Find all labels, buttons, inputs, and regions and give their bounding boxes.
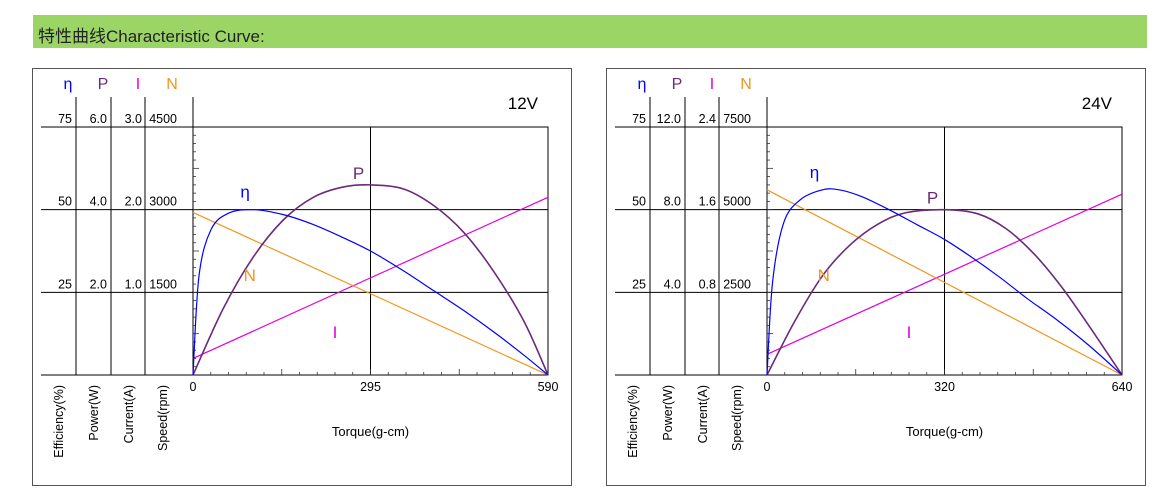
- tick-label: 2500: [723, 277, 751, 291]
- axis-symbol-speed: N: [166, 76, 178, 93]
- tick-label: 50: [58, 195, 72, 209]
- x-axis-title: Torque(g-cm): [906, 424, 983, 439]
- curve-label-current: I: [333, 323, 338, 342]
- curve-power: [766, 208, 1123, 376]
- x-tick-label: 320: [934, 380, 955, 394]
- axis-symbol-power: P: [98, 76, 109, 93]
- tick-label: 4.0: [664, 277, 681, 291]
- tick-label: 75: [632, 112, 646, 126]
- axis-label-power: Power(W): [661, 385, 675, 441]
- axis-label-speed: Speed(rpm): [730, 385, 744, 451]
- tick-label: 2.0: [125, 195, 142, 209]
- tick-label: 4500: [149, 112, 177, 126]
- curve-efficiency: [192, 208, 549, 376]
- axis-symbol-speed: N: [740, 76, 752, 93]
- tick-label: 5000: [723, 195, 751, 209]
- tick-label: 2.4: [699, 112, 716, 126]
- tick-label: 8.0: [664, 195, 681, 209]
- curve-current: [766, 193, 1123, 355]
- section-header: 特性曲线Characteristic Curve:: [33, 15, 1147, 48]
- curve-current: [192, 196, 549, 360]
- tick-label: 25: [632, 277, 646, 291]
- curve-label-efficiency: η: [240, 183, 249, 202]
- chart-panel-12v: η 75 50 25 Efficiency(%) P 6.0 4.0 2.0 Power(W) I 3…: [32, 68, 572, 486]
- curve-label-efficiency: η: [810, 163, 819, 182]
- x-tick-label: 640: [1112, 380, 1133, 394]
- x-tick-label: 590: [538, 380, 559, 394]
- characteristic-chart-12v: η 75 50 25 Efficiency(%) P 6.0 4.0 2.0 Power(W) I 3…: [41, 76, 559, 458]
- section-title: 特性曲线Characteristic Curve:: [38, 27, 265, 46]
- tick-label: 4.0: [90, 195, 107, 209]
- tick-label: 50: [632, 195, 646, 209]
- axis-label-power: Power(W): [87, 385, 101, 441]
- axis-label-current: Current(A): [696, 385, 710, 443]
- axis-symbol-current: I: [710, 76, 714, 93]
- x-axis-title: Torque(g-cm): [332, 424, 409, 439]
- axis-symbol-current: I: [136, 76, 140, 93]
- axis-label-efficiency: Efficiency(%): [52, 385, 66, 458]
- voltage-label: 12V: [508, 94, 539, 113]
- x-tick-label: 0: [764, 380, 771, 394]
- curve-label-speed: N: [818, 266, 830, 285]
- tick-label: 0.8: [699, 277, 716, 291]
- curve-label-power: P: [353, 164, 364, 183]
- tick-label: 3000: [149, 195, 177, 209]
- curve-label-power: P: [927, 189, 938, 208]
- curve-speed: [766, 189, 1123, 376]
- curve-label-speed: N: [244, 266, 256, 285]
- chart-panel-24v: η 75 50 25 Efficiency(%) P 12.0 8.0 4.0 Power(W) I…: [606, 68, 1146, 486]
- tick-label: 7500: [723, 112, 751, 126]
- curve-speed: [192, 211, 549, 376]
- tick-label: 75: [58, 112, 72, 126]
- axis-label-efficiency: Efficiency(%): [626, 385, 640, 458]
- tick-label: 1500: [149, 277, 177, 291]
- axis-symbol-power: P: [672, 76, 683, 93]
- curve-efficiency: [766, 188, 1123, 376]
- axis-symbol-efficiency: η: [638, 76, 647, 93]
- tick-label: 1.6: [699, 195, 716, 209]
- axis-label-speed: Speed(rpm): [156, 385, 170, 451]
- curve-label-current: I: [907, 323, 912, 342]
- tick-label: 12.0: [657, 112, 681, 126]
- curve-power: [192, 183, 549, 376]
- tick-label: 25: [58, 277, 72, 291]
- x-tick-label: 295: [360, 380, 381, 394]
- voltage-label: 24V: [1082, 94, 1113, 113]
- x-tick-label: 0: [190, 380, 197, 394]
- characteristic-chart-24v: η 75 50 25 Efficiency(%) P 12.0 8.0 4.0 Power(W) I…: [615, 76, 1133, 458]
- tick-label: 1.0: [125, 277, 142, 291]
- axis-label-current: Current(A): [122, 385, 136, 443]
- tick-label: 2.0: [90, 277, 107, 291]
- tick-label: 6.0: [90, 112, 107, 126]
- tick-label: 3.0: [125, 112, 142, 126]
- axis-symbol-efficiency: η: [64, 76, 73, 93]
